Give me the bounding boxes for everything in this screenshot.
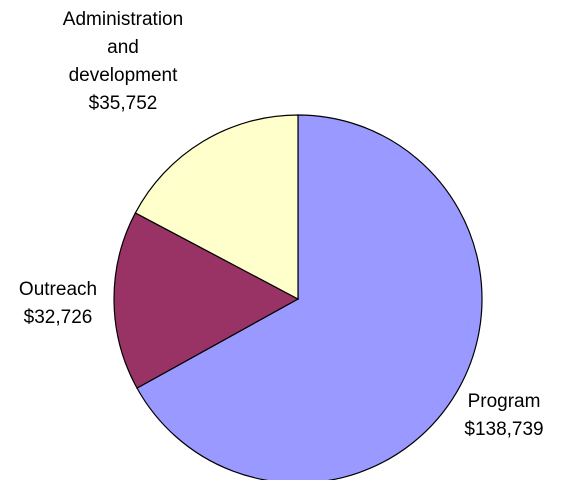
slice-label-admin: Administration and development $35,752	[38, 6, 208, 118]
slice-label-admin-line-1: Administration	[62, 9, 184, 30]
pie-slices	[113, 114, 483, 480]
pie-slice-admin	[134, 114, 299, 300]
slice-label-outreach-value: $32,726	[23, 307, 93, 328]
slice-label-program: Program $138,739	[448, 388, 560, 444]
slice-label-admin-line-3: development	[68, 65, 178, 86]
slice-label-admin-value: $35,752	[88, 93, 158, 114]
slice-label-outreach: Outreach $32,726	[0, 276, 116, 332]
slice-label-admin-line-2: and	[107, 37, 139, 58]
pie-slice-outreach	[113, 212, 300, 389]
slice-label-program-line-1: Program	[467, 391, 541, 412]
slice-label-program-value: $138,739	[464, 419, 544, 440]
pie-slice-program	[136, 114, 483, 480]
slice-label-outreach-line-1: Outreach	[18, 279, 98, 300]
